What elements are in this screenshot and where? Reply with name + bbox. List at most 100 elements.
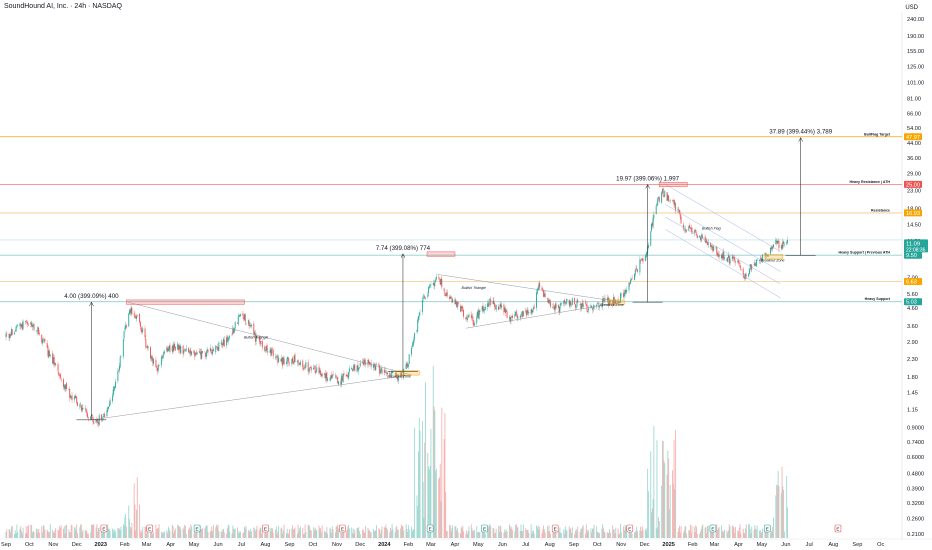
volume-bar	[428, 467, 430, 538]
candle-body	[63, 379, 64, 387]
candle-body	[456, 302, 458, 307]
candle-body	[195, 352, 197, 354]
candle-body	[191, 351, 193, 355]
level-badge-text: 5.03	[906, 300, 917, 306]
candle-body	[530, 309, 532, 314]
candle-body	[460, 306, 462, 312]
volume-bar	[441, 407, 443, 538]
volume-bar	[63, 526, 65, 538]
candle-body	[533, 307, 534, 310]
candle-body	[764, 253, 766, 255]
volume-bar	[530, 524, 532, 538]
candle-body	[559, 306, 561, 313]
candle-body	[406, 363, 408, 366]
volume-bar	[682, 532, 684, 538]
level-label: Heavy Support	[865, 297, 891, 301]
volume-bar	[82, 530, 84, 538]
candle-body	[466, 317, 468, 320]
measure-arrow	[645, 183, 650, 189]
candle-body	[542, 289, 544, 291]
candle-body	[131, 307, 133, 314]
volume-bar	[765, 529, 767, 538]
volume-bar	[432, 366, 434, 538]
level-badge	[904, 133, 922, 141]
volume-bar	[543, 529, 545, 538]
earnings-badge	[426, 524, 434, 533]
volume-bar	[329, 527, 331, 538]
volume-bar	[112, 529, 114, 538]
volume-bar	[162, 533, 164, 538]
candle-body	[604, 297, 606, 301]
volume-bar	[251, 531, 252, 538]
candle-body	[316, 367, 318, 372]
candle-body	[70, 395, 71, 398]
volume-bar	[157, 528, 158, 538]
candle-body	[101, 414, 102, 420]
volume-bar	[25, 526, 27, 538]
volume-bar	[482, 529, 484, 538]
volume-bar	[495, 528, 497, 538]
volume-bar	[122, 524, 124, 538]
volume-bar	[520, 524, 522, 538]
volume-bar	[330, 529, 332, 538]
volume-bar	[721, 530, 723, 538]
volume-bar	[553, 528, 555, 538]
volume-bar	[488, 524, 490, 538]
candle-body	[413, 339, 415, 344]
volume-bar	[782, 486, 784, 538]
candle-body	[531, 309, 533, 313]
volume-bar	[320, 528, 322, 538]
volume-bar	[726, 530, 728, 538]
volume-bar	[299, 526, 301, 538]
volume-bar	[364, 532, 366, 538]
volume-bar	[435, 468, 437, 538]
volume-bar	[11, 526, 13, 538]
volume-bar	[21, 531, 22, 538]
volume-bar	[783, 531, 785, 538]
volume-bar	[506, 531, 508, 538]
candle-body	[347, 376, 349, 377]
candle-body	[516, 315, 518, 318]
volume-bar	[119, 530, 121, 538]
candle-body	[651, 223, 653, 226]
earnings-letter: E	[196, 527, 199, 532]
volume-bar	[28, 525, 29, 538]
candle-body	[612, 301, 614, 305]
volume-bar	[620, 532, 622, 538]
candle-body	[209, 347, 211, 352]
volume-bar	[407, 525, 409, 538]
candle-body	[66, 382, 68, 390]
volume-bar	[79, 527, 81, 538]
volume-bar	[19, 528, 21, 538]
candle-body	[271, 349, 273, 350]
candle-body	[53, 357, 55, 365]
volume-bar	[383, 526, 385, 538]
candle-body	[136, 315, 137, 319]
candle-body	[69, 388, 71, 398]
candle-body	[685, 229, 687, 231]
volume-bar	[635, 530, 637, 538]
volume-bar	[182, 527, 184, 538]
candle-body	[42, 339, 43, 344]
level-badge	[904, 278, 922, 286]
candle-body	[493, 300, 495, 305]
volume-bar	[532, 530, 534, 538]
candle-body	[16, 324, 18, 326]
candle-body	[86, 410, 88, 414]
volume-bar	[161, 532, 163, 538]
volume-bar	[544, 532, 546, 538]
candle-body	[27, 322, 29, 325]
volume-bar	[705, 526, 707, 538]
volume-bar	[516, 527, 518, 538]
earnings-letter: E	[836, 527, 839, 532]
volume-bar	[657, 527, 659, 538]
candle-body	[91, 414, 93, 417]
candle-body	[374, 364, 376, 371]
volume-bar	[223, 532, 225, 538]
volume-bar	[617, 528, 619, 538]
candle-body	[81, 407, 83, 412]
annotation-text: Breakout Zone	[761, 259, 785, 263]
volume-bar	[715, 526, 717, 538]
earnings-marker: E	[626, 524, 634, 533]
